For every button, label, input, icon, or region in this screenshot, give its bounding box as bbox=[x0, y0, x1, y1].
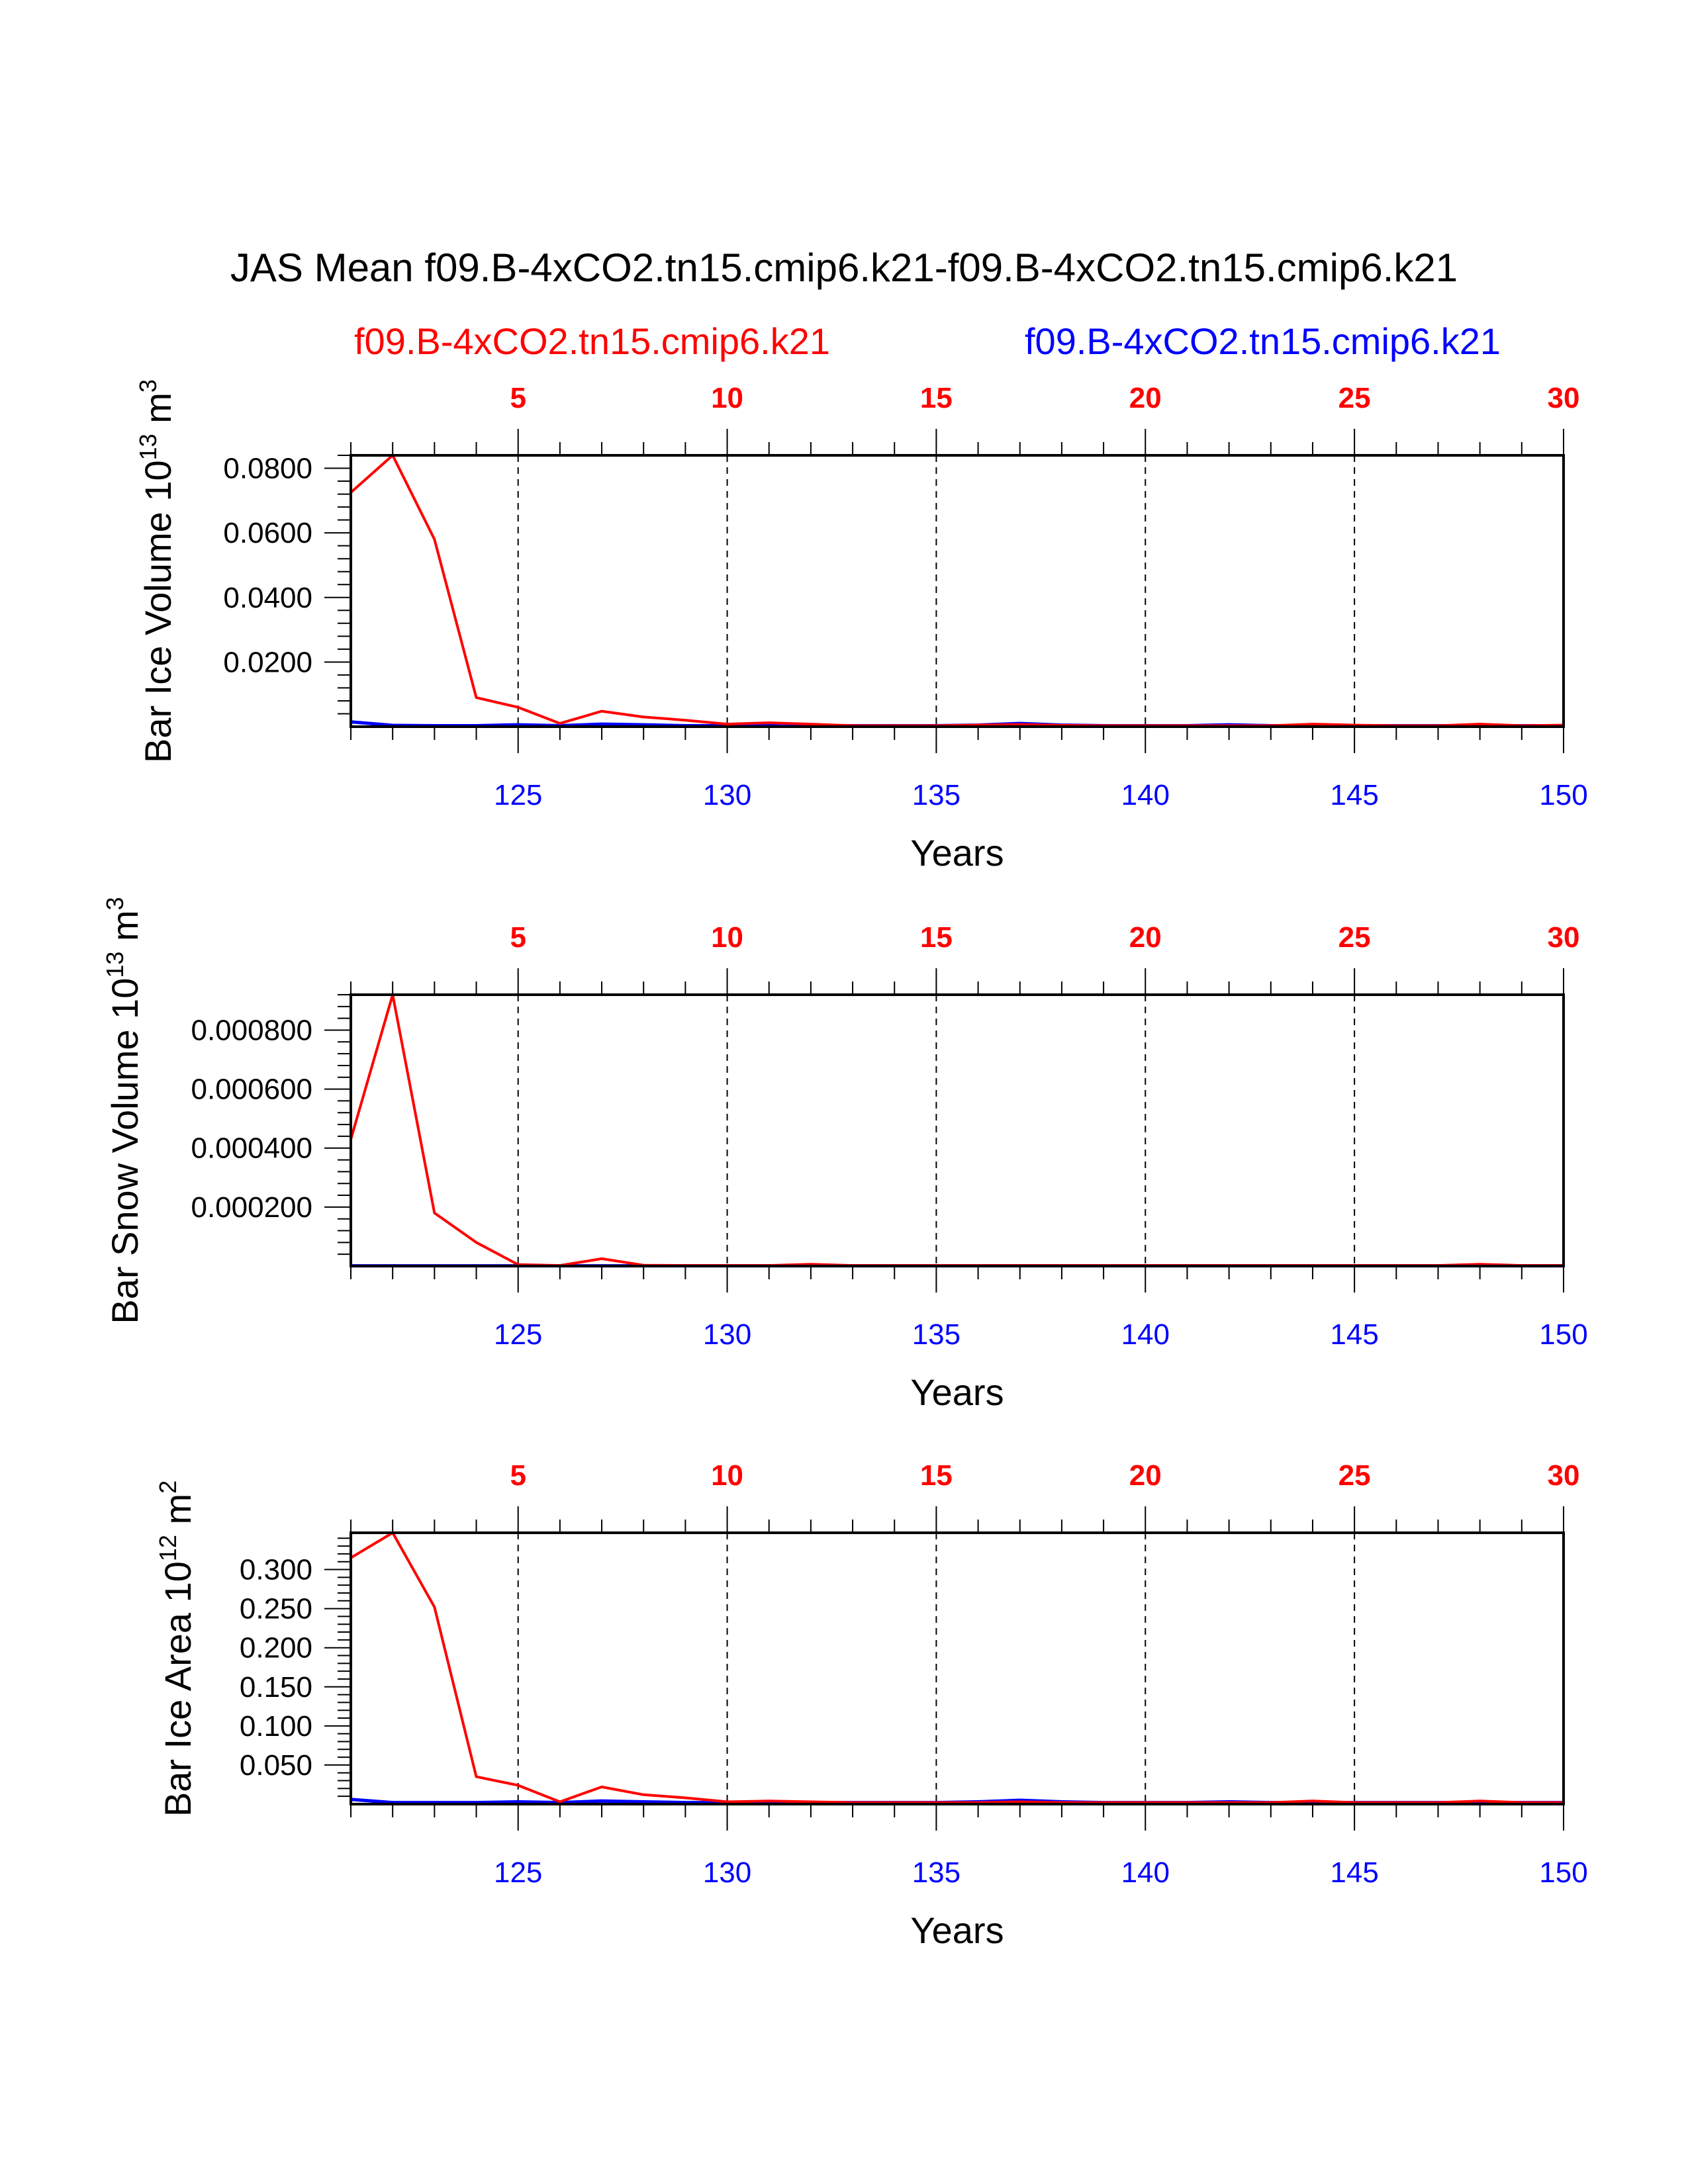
x-tick-label: 150 bbox=[1539, 1856, 1587, 1889]
y-axis-title-superscript: 3 bbox=[101, 897, 128, 910]
y-tick-label: 0.100 bbox=[240, 1710, 312, 1743]
x-axis-title: Years bbox=[910, 1909, 1004, 1951]
y-axis-title-part: m bbox=[157, 1494, 199, 1535]
x-tick-label: 145 bbox=[1330, 1856, 1378, 1889]
figure-title: JAS Mean f09.B-4xCO2.tn15.cmip6.k21-f09.… bbox=[230, 246, 1458, 290]
plot-frame bbox=[350, 993, 1565, 1267]
y-axis-title-superscript: 13 bbox=[134, 433, 162, 460]
y-tick-label: 0.150 bbox=[240, 1671, 312, 1704]
panel-2: 125 130 135 140 145 150 5 10 15 20 25 30 0.000200 0.0… bbox=[101, 897, 1588, 1413]
x-tick-label: 130 bbox=[703, 1856, 751, 1889]
x-top-tick-label: 30 bbox=[1548, 1459, 1580, 1492]
legend-left: f09.B-4xCO2.tn15.cmip6.k21 bbox=[354, 320, 830, 362]
y-axis-title-superscript: 13 bbox=[101, 952, 128, 978]
x-tick-label: 130 bbox=[703, 779, 751, 811]
plot-frame bbox=[350, 1531, 1565, 1805]
x-tick-label: 125 bbox=[494, 779, 542, 811]
y-tick-label: 0.000200 bbox=[191, 1191, 312, 1224]
x-top-tick-label: 25 bbox=[1338, 382, 1371, 414]
x-tick-label: 135 bbox=[912, 1856, 961, 1889]
y-tick-label: 0.200 bbox=[240, 1632, 312, 1664]
y-axis-title-part: Bar Ice Volume 10 bbox=[137, 460, 179, 763]
x-top-tick-label: 10 bbox=[711, 382, 743, 414]
x-top-tick-label: 10 bbox=[711, 921, 743, 954]
y-axis-title-part: Bar Snow Volume 10 bbox=[104, 978, 146, 1324]
x-top-tick-label: 5 bbox=[510, 1459, 526, 1492]
x-top-tick-label: 30 bbox=[1548, 921, 1580, 954]
series-line-red bbox=[350, 1531, 1564, 1804]
x-top-tick-label: 5 bbox=[510, 921, 526, 954]
x-top-tick-label: 20 bbox=[1129, 1459, 1162, 1492]
x-top-tick-label: 25 bbox=[1338, 1459, 1371, 1492]
x-tick-label: 135 bbox=[912, 779, 961, 811]
y-tick-label: 0.000800 bbox=[191, 1014, 312, 1046]
y-axis-title: Bar Ice Volume 1013 m3 bbox=[134, 379, 179, 763]
y-axis-title-part: Bar Ice Area 10 bbox=[157, 1561, 199, 1817]
plot-frame bbox=[350, 454, 1565, 728]
x-top-tick-label: 15 bbox=[920, 382, 953, 414]
x-tick-label: 140 bbox=[1121, 1318, 1170, 1351]
x-top-tick-label: 20 bbox=[1129, 921, 1162, 954]
x-axis-title: Years bbox=[910, 832, 1004, 874]
y-axis-title-superscript: 2 bbox=[154, 1480, 181, 1494]
series-line-red bbox=[350, 993, 1564, 1267]
y-tick-label: 0.000400 bbox=[191, 1132, 312, 1165]
y-tick-label: 0.0200 bbox=[223, 646, 312, 678]
x-top-tick-label: 30 bbox=[1548, 382, 1580, 414]
x-tick-label: 150 bbox=[1539, 1318, 1587, 1351]
x-tick-label: 150 bbox=[1539, 779, 1587, 811]
x-axis-title: Years bbox=[910, 1371, 1004, 1413]
panel-3: 125 130 135 140 145 150 5 10 15 20 25 30 0.050 0.100 0… bbox=[154, 1459, 1588, 1951]
x-tick-label: 145 bbox=[1330, 779, 1378, 811]
y-tick-label: 0.0400 bbox=[223, 582, 312, 614]
legend-right: f09.B-4xCO2.tn15.cmip6.k21 bbox=[1025, 320, 1501, 362]
series-line-red bbox=[350, 454, 1564, 727]
y-tick-label: 0.0800 bbox=[223, 453, 312, 485]
x-tick-label: 125 bbox=[494, 1318, 542, 1351]
y-tick-label: 0.250 bbox=[240, 1593, 312, 1625]
x-tick-label: 140 bbox=[1121, 1856, 1170, 1889]
y-tick-label: 0.0600 bbox=[223, 517, 312, 549]
x-top-tick-label: 5 bbox=[510, 382, 526, 414]
x-tick-label: 135 bbox=[912, 1318, 961, 1351]
x-top-tick-label: 20 bbox=[1129, 382, 1162, 414]
y-axis-title-superscript: 12 bbox=[154, 1535, 181, 1561]
x-tick-label: 130 bbox=[703, 1318, 751, 1351]
x-top-tick-label: 25 bbox=[1338, 921, 1371, 954]
y-axis-title-superscript: 3 bbox=[134, 379, 162, 392]
y-tick-label: 0.300 bbox=[240, 1554, 312, 1586]
y-tick-label: 0.050 bbox=[240, 1749, 312, 1782]
panel-1: 125 130 135 140 145 150 5 10 15 20 25 30 0.0200 0.040… bbox=[134, 379, 1588, 874]
x-tick-label: 140 bbox=[1121, 779, 1170, 811]
x-tick-label: 125 bbox=[494, 1856, 542, 1889]
y-axis-title: Bar Snow Volume 1013 m3 bbox=[101, 897, 146, 1324]
y-tick-label: 0.000600 bbox=[191, 1073, 312, 1106]
y-axis-title-part: m bbox=[104, 910, 146, 951]
x-top-tick-label: 15 bbox=[920, 1459, 953, 1492]
y-axis-title: Bar Ice Area 1012 m2 bbox=[154, 1480, 199, 1817]
y-axis-title-part: m bbox=[137, 392, 179, 433]
x-top-tick-label: 10 bbox=[711, 1459, 743, 1492]
x-top-tick-label: 15 bbox=[920, 921, 953, 954]
x-tick-label: 145 bbox=[1330, 1318, 1378, 1351]
